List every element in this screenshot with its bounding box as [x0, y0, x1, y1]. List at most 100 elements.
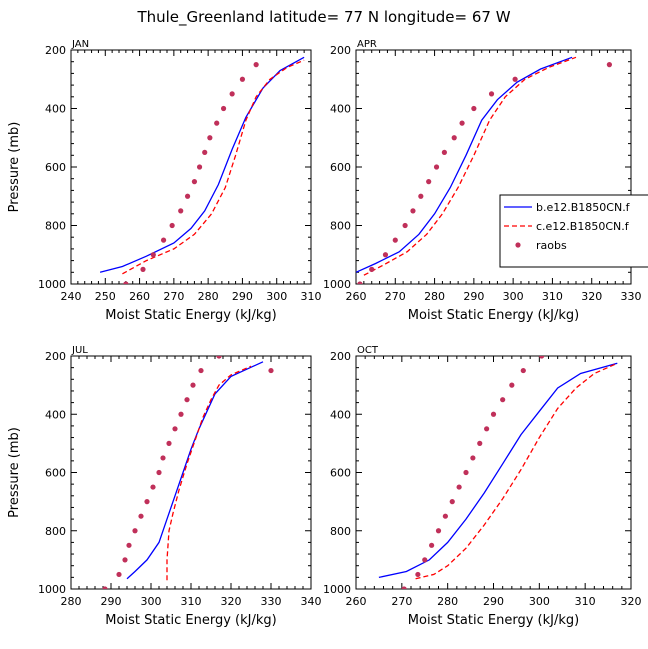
- raobs-point: [477, 440, 483, 446]
- figure-title: Thule_Greenland latitude= 77 N longitude…: [136, 8, 510, 27]
- y-tick-label: 400: [330, 103, 351, 116]
- x-tick-label: 290: [463, 290, 484, 303]
- x-tick-label: 310: [575, 595, 596, 608]
- raobs-point: [160, 455, 166, 461]
- raobs-point: [418, 193, 424, 199]
- raobs-point: [484, 426, 490, 432]
- raobs-point: [150, 252, 156, 258]
- y-tick-label: 1000: [38, 583, 66, 596]
- y-tick-label: 1000: [38, 278, 66, 291]
- y-tick-label: 400: [45, 408, 66, 421]
- x-tick-label: 310: [301, 290, 322, 303]
- raobs-point: [470, 455, 476, 461]
- series-group: [99, 56, 305, 284]
- x-axis-label: Moist Static Energy (kJ/kg): [105, 308, 276, 323]
- raobs-point: [253, 62, 259, 68]
- raobs-point: [178, 208, 184, 214]
- x-axis-label: Moist Static Energy (kJ/kg): [408, 613, 579, 628]
- legend-entry: b.e12.B1850CN.f: [536, 201, 631, 214]
- raobs-point: [123, 281, 129, 284]
- raobs-point: [441, 149, 447, 155]
- legend: b.e12.B1850CN.f c.e12.B1850CN.f raobs: [499, 194, 648, 268]
- raobs-point: [456, 484, 462, 490]
- raobs-point: [442, 513, 448, 519]
- x-tick-label: 290: [101, 595, 122, 608]
- raobs-point: [156, 469, 162, 476]
- raobs-point: [178, 411, 184, 417]
- raobs-point: [239, 76, 246, 82]
- y-axis-label: Pressure (mb): [7, 122, 22, 213]
- raobs-point: [184, 397, 190, 403]
- y-tick-label: 600: [45, 161, 66, 174]
- x-tick-label: 270: [391, 595, 412, 608]
- panel-label: OCT: [357, 345, 379, 356]
- raobs-point: [132, 528, 138, 534]
- series-line-b: [356, 56, 573, 273]
- x-tick-label: 300: [529, 595, 550, 608]
- raobs-point: [459, 120, 465, 126]
- legend-entry: c.e12.B1850CN.f: [536, 220, 630, 233]
- series-line-b: [99, 56, 305, 273]
- raobs-point: [410, 208, 416, 214]
- series-line-b: [126, 361, 264, 580]
- y-tick-label: 600: [330, 467, 351, 480]
- raobs-point: [606, 62, 612, 68]
- x-tick-label: 270: [163, 290, 184, 303]
- series-line-c: [122, 59, 305, 275]
- raobs-point: [229, 91, 235, 97]
- raobs-point: [268, 367, 274, 374]
- x-axis-label: Moist Static Energy (kJ/kg): [408, 308, 579, 323]
- y-tick-label: 1000: [323, 278, 351, 291]
- raobs-point: [433, 164, 440, 170]
- y-axis-label: Pressure (mb): [7, 427, 22, 518]
- raobs-point: [150, 484, 156, 490]
- raobs-point: [357, 281, 363, 284]
- raobs-point: [382, 252, 389, 258]
- y-tick-label: 800: [45, 220, 66, 233]
- raobs-point: [429, 542, 435, 548]
- series-group: [378, 356, 618, 589]
- y-tick-label: 600: [45, 467, 66, 480]
- series-group: [102, 356, 274, 589]
- x-tick-label: 290: [232, 290, 253, 303]
- raobs-point: [435, 528, 442, 534]
- x-tick-label: 340: [301, 595, 322, 608]
- panel-jan: JAN 240 250 260 270 280 290 300 310 200 400 600 800 1…: [7, 39, 322, 323]
- raobs-point: [138, 513, 144, 519]
- x-tick-label: 260: [129, 290, 150, 303]
- x-tick-label: 270: [385, 290, 406, 303]
- raobs-point: [512, 76, 518, 82]
- y-tick-label: 400: [45, 103, 66, 116]
- x-tick-label: 300: [141, 595, 162, 608]
- panel-oct: OCT 260 270 280 290 300 310 320 200 400 600 800 1000…: [323, 345, 642, 628]
- raobs-point: [520, 367, 526, 374]
- raobs-point: [422, 557, 428, 563]
- x-tick-label: 330: [621, 290, 642, 303]
- y-tick-label: 800: [330, 220, 351, 233]
- raobs-point: [463, 469, 469, 476]
- raobs-point: [184, 193, 191, 199]
- x-tick-label: 310: [542, 290, 563, 303]
- raobs-point: [509, 382, 515, 388]
- series-line-b: [378, 362, 618, 579]
- series-line-c: [363, 56, 577, 276]
- raobs-point: [401, 586, 407, 589]
- x-tick-label: 320: [581, 290, 602, 303]
- raobs-point: [216, 356, 222, 359]
- x-tick-label: 310: [181, 595, 202, 608]
- x-tick-label: 280: [437, 595, 458, 608]
- series-line-c: [166, 365, 252, 581]
- raobs-point: [126, 542, 132, 548]
- raobs-point: [426, 179, 432, 185]
- y-tick-label: 200: [45, 44, 66, 57]
- x-axis-label: Moist Static Energy (kJ/kg): [105, 613, 276, 628]
- y-tick-label: 1000: [323, 583, 351, 596]
- raobs-point: [392, 237, 398, 243]
- x-tick-label: 300: [503, 290, 524, 303]
- y-tick-label: 600: [330, 161, 351, 174]
- x-tick-label: 280: [424, 290, 445, 303]
- raobs-point: [202, 149, 208, 155]
- raobs-point: [490, 411, 497, 417]
- raobs-point: [214, 120, 220, 126]
